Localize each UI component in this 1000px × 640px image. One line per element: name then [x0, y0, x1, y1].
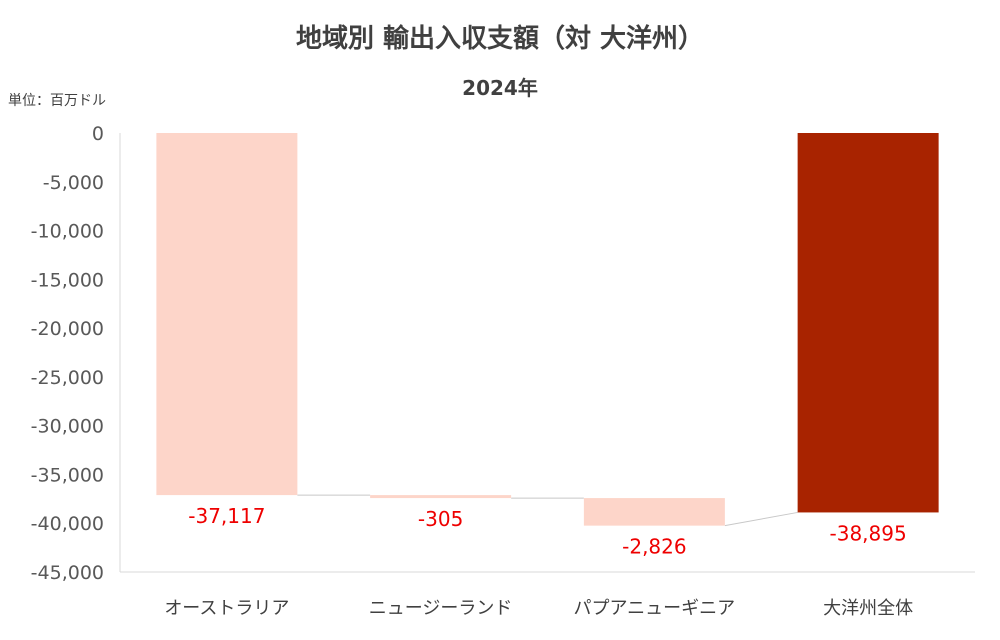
connector-lines [297, 494, 798, 527]
x-tick-label: 大洋州全体 [823, 598, 913, 619]
value-label: -2,826 [622, 535, 686, 559]
y-tick-label: -10,000 [31, 221, 104, 243]
y-tick-label: -30,000 [31, 416, 104, 438]
unit-label: 単位：百万ドル [8, 93, 106, 109]
y-axis: 0 -5,000 -10,000 -15,000 -20,000 -25,000 -30,0… [31, 123, 121, 584]
value-labels: -37,117 -305 -2,826 -38,895 [188, 504, 906, 559]
value-label: -305 [418, 507, 463, 531]
chart-subtitle: 2024年 [462, 76, 538, 100]
x-tick-label: パプアニューギニア [574, 598, 736, 619]
y-tick-label: -20,000 [31, 318, 104, 340]
y-tick-label: -25,000 [31, 367, 104, 389]
y-tick-label: -5,000 [43, 172, 104, 194]
bar-1 [156, 133, 298, 496]
value-label: -38,895 [830, 521, 907, 545]
y-tick-label: -40,000 [31, 513, 104, 535]
y-tick-label: -15,000 [31, 269, 104, 291]
bar-3 [583, 498, 725, 526]
x-tick-label: ニュージーランド [369, 598, 513, 619]
y-tick-label: -35,000 [31, 464, 104, 486]
connector-line [724, 511, 798, 527]
bar-4 [797, 133, 939, 513]
value-label: -37,117 [188, 504, 265, 528]
bar-2 [370, 495, 512, 499]
x-axis: オーストラリア ニュージーランド パプアニューギニア 大洋州全体 [120, 571, 975, 619]
y-tick-label: 0 [92, 123, 104, 145]
chart-title: 地域別 輸出入収支額（対 大洋州） [295, 24, 705, 54]
x-tick-label: オーストラリア [164, 598, 289, 619]
bars [156, 133, 939, 526]
y-tick-label: -45,000 [31, 562, 104, 584]
